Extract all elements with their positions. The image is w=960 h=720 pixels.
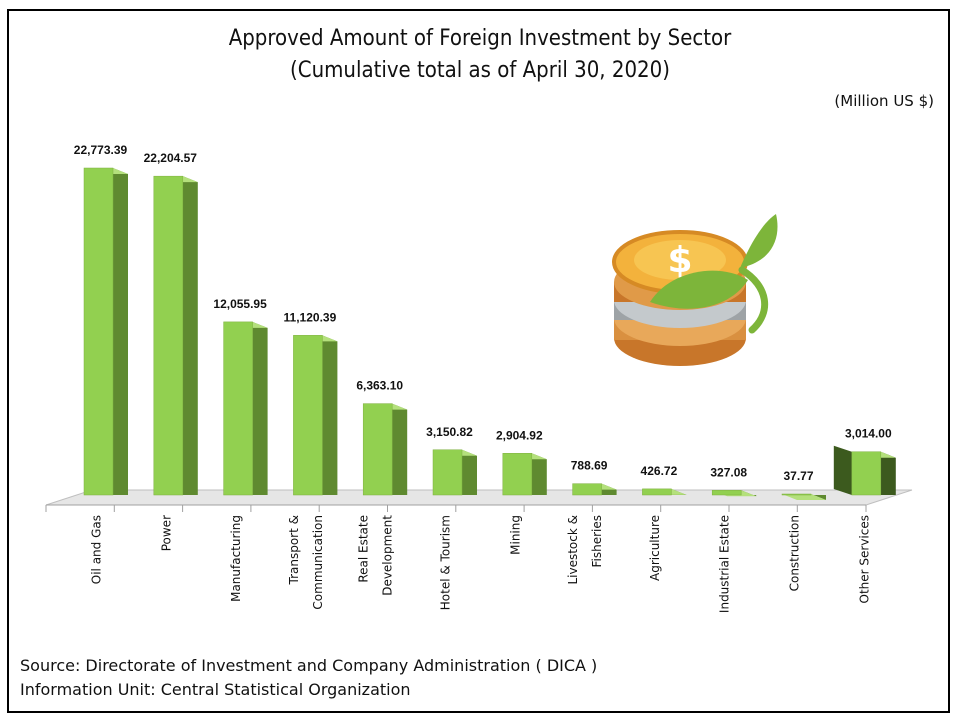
category-label-10: Construction bbox=[788, 515, 802, 591]
category-label-text: Power bbox=[159, 515, 173, 551]
data-label-6: 2,904.92 bbox=[496, 428, 543, 442]
data-label-7: 788.69 bbox=[571, 459, 608, 473]
data-label-0: 22,773.39 bbox=[74, 143, 128, 157]
data-label-3: 11,120.39 bbox=[284, 310, 337, 324]
bar-side bbox=[252, 321, 268, 495]
coin-stack-with-sprout-icon: $ bbox=[612, 214, 778, 366]
bar-back bbox=[833, 445, 852, 495]
category-label-5: Hotel & Tourism bbox=[439, 515, 453, 610]
category-label-text: Livestock & bbox=[566, 515, 580, 585]
category-label-text: Mining bbox=[508, 515, 522, 555]
bar-9 bbox=[711, 490, 757, 497]
category-label-2: Manufacturing bbox=[229, 515, 243, 602]
bar-2 bbox=[223, 321, 268, 496]
bar-3 bbox=[293, 335, 338, 496]
unit-label: (Million US $) bbox=[834, 92, 934, 110]
bar-11 bbox=[833, 445, 896, 496]
bar-side bbox=[322, 335, 338, 495]
source-note: Source: Directorate of Investment and Co… bbox=[20, 656, 598, 675]
category-label-0: Oil and Gas bbox=[90, 515, 104, 584]
category-label-text: Fisheries bbox=[590, 515, 604, 568]
category-label-text: Transport & bbox=[287, 515, 301, 585]
category-label-7: Livestock & Fisheries bbox=[566, 515, 604, 585]
bar-front bbox=[432, 449, 463, 496]
bar-front bbox=[502, 453, 533, 496]
bar-7 bbox=[572, 483, 617, 496]
bar-10 bbox=[781, 493, 826, 500]
bar-top bbox=[782, 494, 826, 500]
bar-front bbox=[711, 490, 742, 496]
data-label-5: 3,150.82 bbox=[426, 425, 473, 439]
x-axis-tick-labels: Oil and Gas Power Manufacturing Transport &… bbox=[90, 515, 872, 613]
data-labels: 22,773.39 22,204.57 12,055.95 11,120.39 6,36… bbox=[74, 143, 892, 483]
chart-title: Approved Amount of Foreign Investment by… bbox=[228, 26, 732, 51]
category-label-text: Hotel & Tourism bbox=[439, 515, 453, 610]
data-label-9: 327.08 bbox=[710, 465, 747, 479]
data-label-11: 3,014.00 bbox=[845, 427, 892, 441]
data-label-4: 6,363.10 bbox=[356, 379, 403, 393]
category-label-text: Development bbox=[381, 515, 395, 596]
bar-front bbox=[293, 335, 323, 496]
category-label-4: Real Estate Development bbox=[357, 515, 395, 596]
bar-front bbox=[153, 175, 184, 496]
category-label-text: Communication bbox=[311, 515, 325, 610]
bar-front bbox=[851, 451, 882, 496]
bar-front bbox=[362, 403, 393, 496]
bar-front bbox=[223, 321, 253, 496]
data-label-10: 37.77 bbox=[783, 469, 813, 483]
category-label-text: Industrial Estate bbox=[718, 515, 732, 613]
bar-front bbox=[642, 488, 672, 496]
bar-front bbox=[572, 483, 602, 496]
information-unit-note: Information Unit: Central Statistical Or… bbox=[20, 680, 411, 699]
bar-side bbox=[880, 451, 896, 495]
bar-0 bbox=[83, 167, 128, 496]
chart-subtitle: (Cumulative total as of April 30, 2020) bbox=[290, 58, 670, 83]
category-label-text: Construction bbox=[788, 515, 802, 591]
category-label-8: Agriculture bbox=[648, 515, 662, 581]
bar-4 bbox=[362, 403, 408, 496]
category-label-text: Oil and Gas bbox=[90, 515, 104, 584]
category-label-6: Mining bbox=[508, 515, 522, 555]
category-label-11: Other Services bbox=[857, 515, 871, 604]
bar-8 bbox=[642, 488, 687, 496]
bar-side bbox=[392, 403, 408, 495]
category-label-text: Agriculture bbox=[648, 515, 662, 581]
bar-front bbox=[781, 493, 812, 496]
x-axis-ticks bbox=[45, 505, 867, 512]
data-label-2: 12,055.95 bbox=[213, 297, 267, 311]
data-label-8: 426.72 bbox=[641, 464, 678, 478]
data-label-1: 22,204.57 bbox=[144, 151, 198, 165]
category-label-3: Transport & Communication bbox=[287, 515, 325, 610]
bar-side bbox=[113, 168, 128, 495]
bar-side bbox=[531, 453, 547, 495]
svg-text:$: $ bbox=[667, 240, 692, 281]
category-label-9: Industrial Estate bbox=[718, 515, 732, 613]
bar-side bbox=[182, 176, 198, 495]
category-label-1: Power bbox=[159, 515, 173, 551]
bar-1 bbox=[153, 175, 198, 496]
bar-6 bbox=[502, 453, 547, 496]
bar-5 bbox=[432, 449, 477, 496]
category-label-text: Real Estate bbox=[357, 515, 371, 583]
bar-side bbox=[462, 449, 477, 495]
category-label-text: Manufacturing bbox=[229, 515, 243, 602]
bar-front bbox=[83, 167, 114, 496]
category-label-text: Other Services bbox=[857, 515, 871, 604]
bar-series bbox=[83, 167, 896, 500]
